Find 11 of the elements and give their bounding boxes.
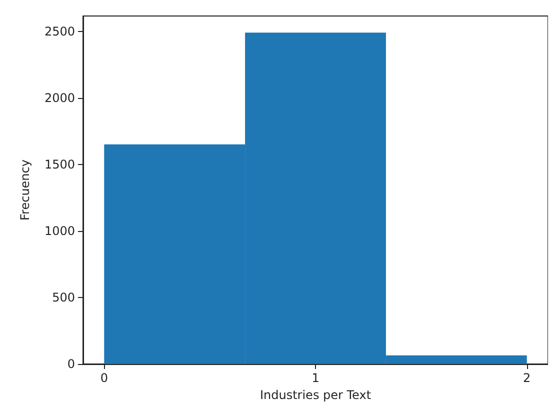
x-tick-label: 1 <box>312 371 320 385</box>
y-tick-label: 2000 <box>44 90 75 105</box>
x-tick-label: 0 <box>100 371 108 385</box>
y-tick-label: 1000 <box>44 224 75 238</box>
y-tick-label: 0 <box>67 357 75 371</box>
x-tick-label: 2 <box>523 371 531 385</box>
x-axis-title: Industries per Text <box>260 388 372 402</box>
y-tick-label: 2500 <box>44 24 75 38</box>
y-axis-title: Frecuency <box>18 160 32 220</box>
y-tick-label: 1500 <box>44 157 75 172</box>
y-tick-label: 500 <box>52 290 75 304</box>
